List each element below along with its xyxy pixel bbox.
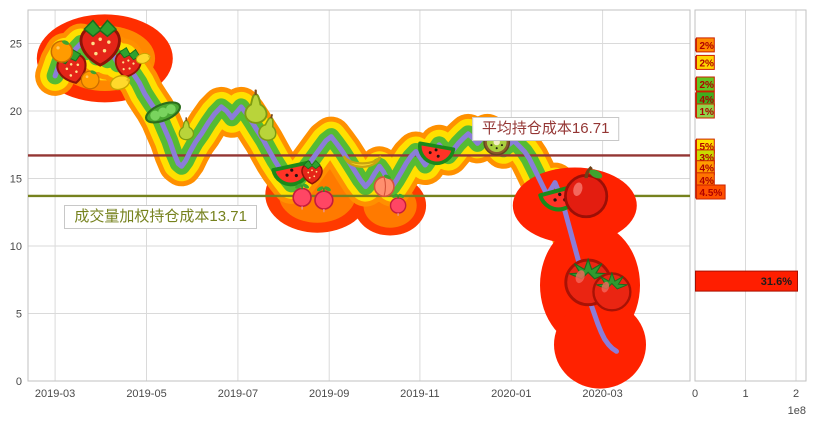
x-tick-label: 2020-03 bbox=[582, 388, 622, 400]
y-tick-label: 10 bbox=[10, 241, 22, 253]
volume-bar bbox=[695, 270, 798, 292]
pear-icon bbox=[244, 89, 268, 124]
orange-icon bbox=[80, 70, 100, 90]
heat-blob bbox=[554, 300, 646, 389]
orange-icon bbox=[50, 40, 74, 63]
bar-pct-label: 2% bbox=[700, 58, 715, 69]
lemon-icon bbox=[109, 74, 131, 91]
bar-pct-label: 4.5% bbox=[700, 188, 723, 199]
dist-x-tick-label: 1 bbox=[742, 388, 748, 400]
x-tick-label: 2020-01 bbox=[491, 388, 531, 400]
bar-pct-label: 1% bbox=[700, 107, 715, 118]
y-tick-label: 5 bbox=[16, 309, 22, 321]
x-tick-label: 2019-03 bbox=[35, 388, 75, 400]
bar-pct-label: 4% bbox=[700, 164, 715, 175]
bar-pct-label: 2% bbox=[700, 41, 715, 52]
pear-icon bbox=[258, 114, 277, 141]
bar-pct-label: 3% bbox=[700, 153, 715, 164]
x-tick-label: 2019-05 bbox=[126, 388, 166, 400]
bar-pct-label: 5% bbox=[700, 142, 715, 153]
peas-icon bbox=[144, 101, 182, 124]
x-tick-label: 2019-11 bbox=[400, 388, 440, 400]
apple-icon bbox=[564, 165, 609, 219]
vwap-cost-annotation: 成交量加权持仓成本13.71 bbox=[64, 204, 257, 229]
watermelon-icon bbox=[417, 141, 456, 166]
pear-icon bbox=[178, 117, 195, 141]
lemon-icon bbox=[135, 52, 151, 64]
y-tick-label: 25 bbox=[10, 39, 22, 51]
strawberry-icon bbox=[114, 46, 142, 79]
x-tick-label: 2019-09 bbox=[309, 388, 349, 400]
avg-cost-annotation: 平均持仓成本16.71 bbox=[471, 117, 620, 142]
x-tick-label: 2019-07 bbox=[218, 388, 258, 400]
bar-pct-label-box bbox=[696, 54, 715, 70]
bar-pct-label: 4% bbox=[700, 176, 715, 187]
bar-pct-label: 31.6% bbox=[761, 276, 792, 288]
bar-pct-label-box bbox=[696, 37, 715, 53]
peach-icon bbox=[373, 174, 395, 198]
strawberry-icon bbox=[301, 159, 323, 185]
bar-pct-label: 2% bbox=[700, 80, 715, 91]
dist-x-tick-label: 0 bbox=[692, 388, 698, 400]
bar-pct-label-box bbox=[696, 103, 715, 119]
banana-icon bbox=[343, 155, 382, 168]
bar-pct-label-box bbox=[696, 76, 715, 92]
tomato-icon bbox=[592, 271, 632, 312]
bar-pct-label-box bbox=[696, 184, 726, 200]
radish-icon bbox=[292, 183, 312, 210]
dist-scale-label: 1e8 bbox=[788, 405, 806, 417]
strawberry-icon bbox=[79, 19, 121, 67]
dist-x-tick-label: 2 bbox=[793, 388, 799, 400]
y-tick-label: 20 bbox=[10, 106, 22, 118]
bar-pct-label: 4% bbox=[700, 95, 715, 106]
radish-icon bbox=[314, 186, 334, 213]
y-tick-label: 0 bbox=[16, 376, 22, 388]
radish-icon bbox=[389, 193, 407, 216]
y-tick-label: 15 bbox=[10, 174, 22, 186]
